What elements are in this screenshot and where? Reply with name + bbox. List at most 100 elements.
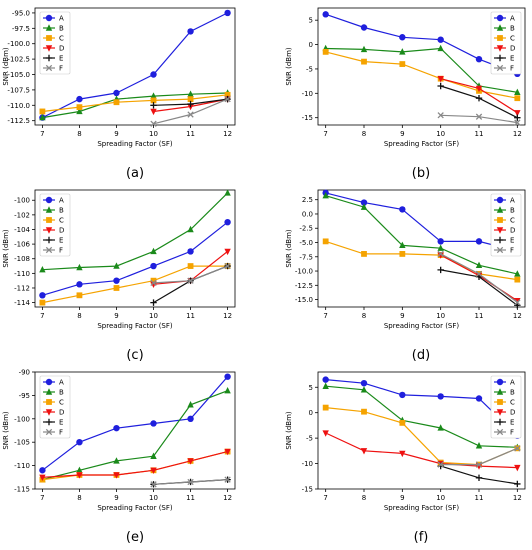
- plot-area: [317, 189, 526, 308]
- x-tick-label: 12: [223, 130, 232, 138]
- legend-label: F: [59, 65, 63, 73]
- legend-entry: B: [494, 206, 515, 215]
- legend-entry: D: [43, 409, 64, 417]
- y-tick-label: -15: [302, 486, 313, 494]
- legend-entry: A: [43, 15, 64, 23]
- y-tick-label: -10.0: [295, 268, 313, 276]
- legend-label: B: [510, 207, 515, 215]
- y-tick-label: -115: [14, 486, 30, 494]
- legend-entry: C: [43, 399, 64, 407]
- data-point: [39, 467, 46, 474]
- legend-label: A: [510, 197, 515, 205]
- data-point: [150, 97, 157, 104]
- data-point: [322, 382, 329, 389]
- data-point: [187, 28, 194, 35]
- legend-label: C: [59, 217, 64, 225]
- series-D: [322, 430, 521, 472]
- data-point: [76, 263, 83, 271]
- data-point: [514, 445, 521, 452]
- data-point: [514, 110, 521, 117]
- x-tick-label: 8: [77, 130, 81, 138]
- data-point: [113, 472, 120, 479]
- legend-label: C: [59, 35, 64, 43]
- x-tick-label: 11: [475, 494, 484, 502]
- y-tick-label: -110.0: [7, 102, 30, 110]
- data-point: [322, 404, 329, 411]
- legend-label: E: [59, 55, 63, 63]
- data-point: [322, 192, 329, 199]
- series-F: [437, 112, 521, 126]
- x-axis-label: Spreading Factor (SF): [97, 504, 173, 512]
- data-point: [39, 108, 46, 115]
- series-line: [42, 92, 228, 119]
- legend-entry: E: [494, 55, 514, 63]
- data-point: [187, 263, 194, 269]
- x-tick-label: 12: [223, 494, 232, 502]
- legend-entry: E: [494, 237, 514, 245]
- data-point: [39, 113, 46, 121]
- legend-entry: C: [494, 35, 515, 43]
- legend-entry: C: [43, 217, 64, 225]
- data-point: [113, 424, 120, 432]
- series-line: [325, 192, 518, 252]
- legend-entry: A: [494, 197, 515, 205]
- x-axis-label: Spreading Factor (SF): [384, 504, 460, 512]
- y-tick-label: -95.0: [12, 9, 30, 17]
- legend-label: F: [510, 429, 514, 437]
- data-point: [224, 91, 231, 98]
- chart-panel-2: 7 8 9 10 11 12 5 0 -5 -10 -15 Spreading Factor (SF)…: [285, 7, 526, 181]
- legend-entry: A: [43, 197, 64, 205]
- y-tick-label: -5: [306, 65, 313, 73]
- data-point: [187, 225, 194, 233]
- legend-entry: E: [43, 55, 63, 63]
- data-point: [113, 457, 120, 464]
- data-point: [113, 285, 120, 291]
- data-point: [475, 270, 483, 278]
- data-point: [39, 266, 46, 273]
- y-tick-label: 0: [309, 409, 313, 417]
- y-tick-label: -95: [19, 392, 30, 400]
- series-line: [325, 195, 518, 275]
- y-tick-label: -102: [14, 211, 30, 219]
- x-tick-label: 9: [114, 312, 118, 320]
- legend-entry: F: [494, 247, 514, 255]
- data-point: [514, 276, 521, 283]
- y-axis-label: SNR (dBm): [285, 411, 293, 450]
- x-tick-label: 11: [186, 130, 195, 138]
- x-tick-label: 10: [436, 312, 445, 320]
- data-point: [514, 298, 521, 305]
- data-point: [475, 238, 483, 245]
- legend-label: C: [59, 399, 64, 407]
- data-point: [150, 467, 157, 474]
- y-tick-label: -100: [14, 415, 30, 423]
- x-tick-label: 10: [149, 494, 158, 502]
- x-tick-label: 7: [323, 130, 327, 138]
- legend-label: E: [510, 55, 514, 63]
- data-point: [399, 251, 406, 257]
- series-A: [39, 9, 231, 121]
- series-D: [39, 448, 231, 481]
- data-point: [150, 247, 157, 255]
- data-point: [150, 108, 157, 116]
- y-tick-label: -108: [14, 255, 30, 263]
- series-line: [42, 376, 229, 471]
- x-tick-label: 7: [40, 494, 44, 502]
- y-tick-label: -104: [14, 226, 30, 234]
- x-axis-label: Spreading Factor (SF): [97, 322, 173, 330]
- y-tick-label: -112.5: [7, 117, 30, 125]
- y-tick-label: -112: [14, 284, 30, 292]
- x-axis-label: Spreading Factor (SF): [384, 140, 460, 148]
- legend-label: C: [510, 217, 515, 225]
- data-point: [224, 189, 231, 196]
- x-tick-label: 8: [362, 312, 366, 320]
- legend-label: F: [510, 247, 514, 255]
- series-C: [39, 91, 231, 115]
- data-point: [150, 102, 157, 109]
- legend-label: A: [59, 15, 64, 23]
- series-A: [39, 218, 231, 299]
- legend-label: D: [510, 409, 515, 417]
- y-tick-label: -10: [302, 460, 313, 468]
- data-point: [514, 95, 521, 102]
- data-point: [475, 94, 483, 102]
- data-point: [437, 82, 444, 90]
